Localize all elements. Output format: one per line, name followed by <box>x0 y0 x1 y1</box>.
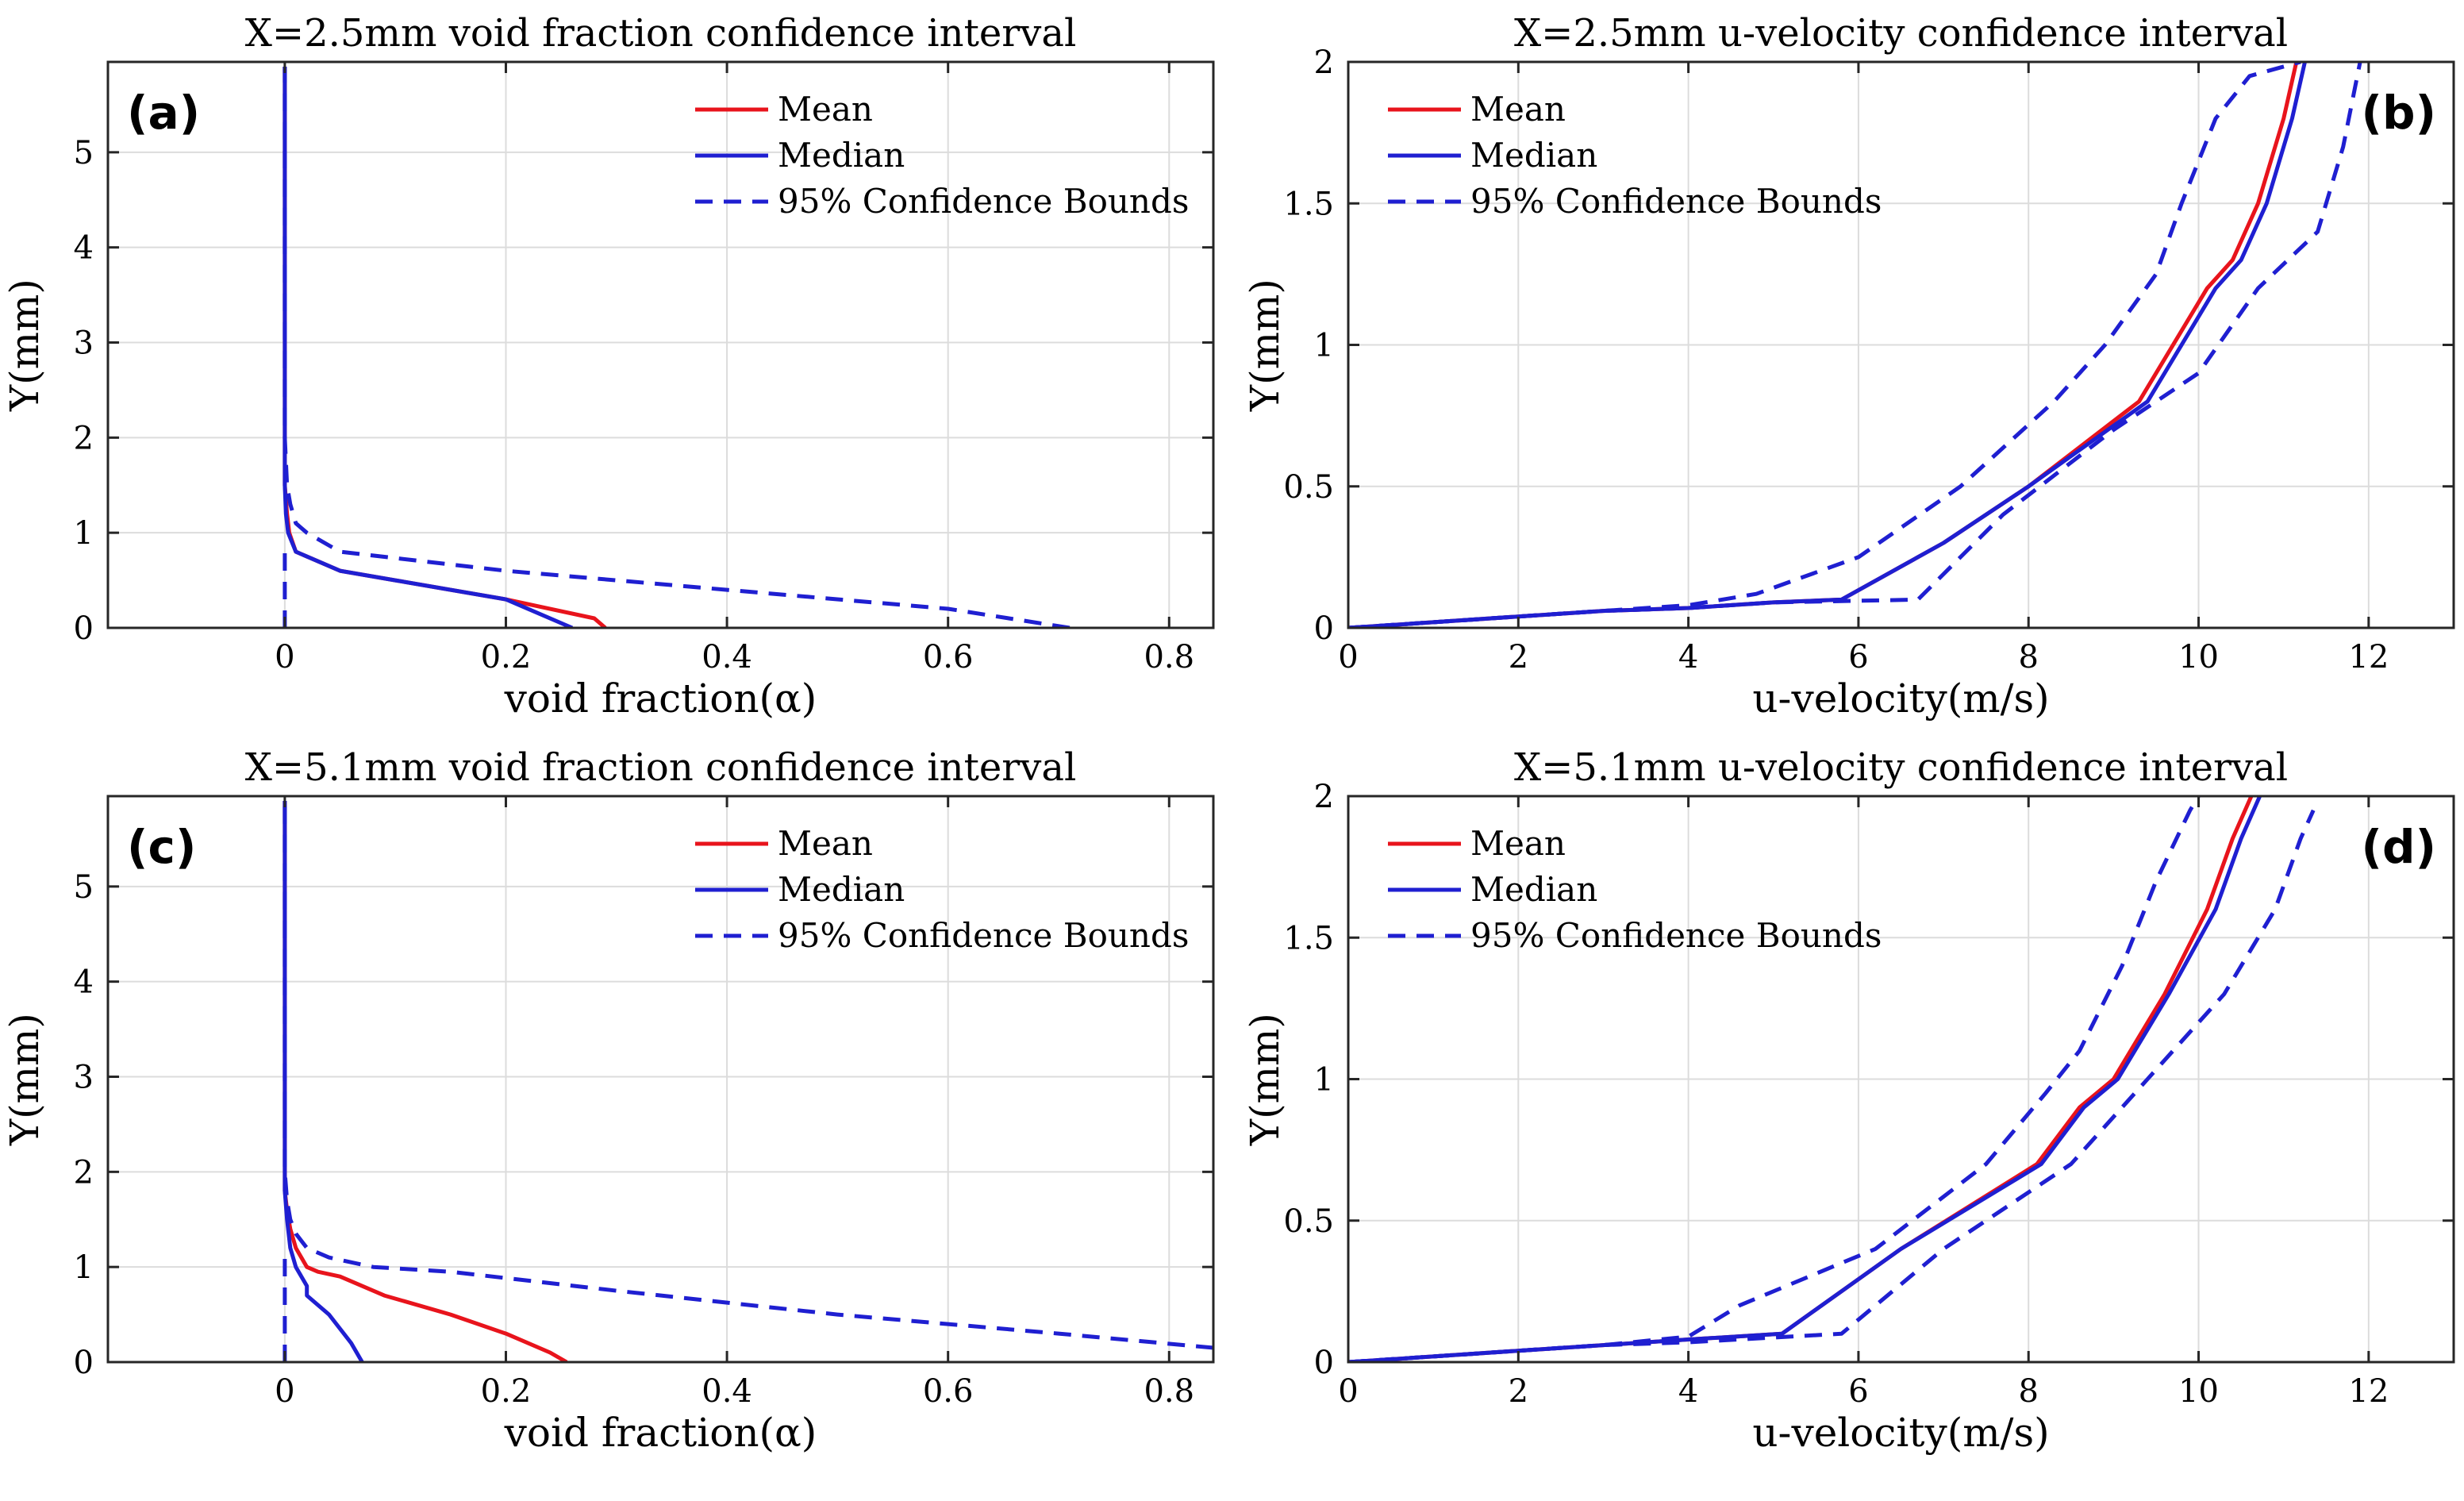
y-axis-label: Y(mm) <box>2 279 48 412</box>
legend-label: Mean <box>778 90 873 129</box>
series-line-median <box>283 67 574 628</box>
x-tick-label: 0.2 <box>481 1373 532 1410</box>
x-tick-label: 0.6 <box>923 639 974 675</box>
y-tick-label: 1.5 <box>1283 186 1334 222</box>
y-axis-label: Y(mm) <box>1242 279 1288 412</box>
legend: Mean Median 95% Confidence Bounds <box>1388 90 1882 221</box>
legend-label: 95% Confidence Bounds <box>778 916 1189 955</box>
panel-label: (a) <box>127 86 200 140</box>
x-tick-label: 0 <box>1338 639 1358 675</box>
y-tick-label: 1 <box>1314 1062 1334 1099</box>
y-tick-label: 2 <box>1314 779 1334 815</box>
y-tick-label: 3 <box>74 1060 94 1096</box>
x-tick-label: 0 <box>1338 1373 1358 1410</box>
series-group <box>283 67 1071 628</box>
y-tick-label: 0 <box>74 1345 94 1381</box>
series-group <box>283 801 1213 1362</box>
x-tick-label: 0 <box>275 639 294 675</box>
axes-box <box>106 60 1215 629</box>
axes-box <box>106 795 1215 1364</box>
panel-label: (b) <box>2361 86 2436 140</box>
x-axis-label: u-velocity(m/s) <box>1752 1410 2049 1456</box>
x-tick-label: 6 <box>1848 639 1868 675</box>
legend: Mean Median 95% Confidence Bounds <box>695 824 1189 955</box>
series-line-95-confidence-bounds <box>283 67 1071 628</box>
legend-label: Median <box>1470 870 1597 909</box>
legend-label: Median <box>778 870 905 909</box>
x-tick-label: 2 <box>1509 1373 1528 1410</box>
x-tick-label: 10 <box>2178 1373 2219 1410</box>
legend: Mean Median 95% Confidence Bounds <box>695 90 1189 221</box>
x-axis-label: u-velocity(m/s) <box>1752 675 2049 722</box>
y-tick-label: 0.5 <box>1283 1203 1334 1240</box>
series-group <box>1348 62 2362 628</box>
y-tick-label: 0 <box>1314 610 1334 647</box>
x-tick-label: 6 <box>1848 1373 1868 1410</box>
x-tick-label: 4 <box>1678 1373 1698 1410</box>
x-tick-label: 0.4 <box>702 1373 752 1410</box>
chart-title: X=5.1mm void fraction confidence interva… <box>245 745 1077 790</box>
x-tick-label: 0 <box>275 1373 294 1410</box>
x-axis-label: void fraction(α) <box>504 1410 817 1456</box>
y-tick-label: 3 <box>74 325 94 362</box>
chart-panel-3: 0 0.2 0.4 0.6 0.8 0 1 2 3 4 5 X=5.1mm void fraction… <box>2 745 1215 1456</box>
x-tick-label: 4 <box>1678 639 1698 675</box>
x-tick-label: 0.8 <box>1144 639 1194 675</box>
x-tick-label: 0.6 <box>923 1373 974 1410</box>
y-tick-label: 2 <box>74 1154 94 1191</box>
y-tick-label: 1 <box>74 515 94 552</box>
y-tick-label: 1.5 <box>1283 920 1334 956</box>
chart-title: X=2.5mm void fraction confidence interva… <box>245 11 1077 56</box>
series-line-95-confidence-bounds-lower <box>1348 62 2362 628</box>
y-tick-label: 1 <box>74 1249 94 1286</box>
series-group <box>1348 796 2316 1362</box>
x-tick-label: 2 <box>1509 639 1528 675</box>
series-line-median <box>1348 62 2307 628</box>
legend-label: Mean <box>778 824 873 863</box>
legend-label: 95% Confidence Bounds <box>1470 182 1882 221</box>
y-tick-label: 1 <box>1314 328 1334 364</box>
x-tick-label: 0.2 <box>481 639 532 675</box>
x-tick-label: 8 <box>2019 639 2039 675</box>
x-tick-label: 10 <box>2178 639 2219 675</box>
chart-panel-4: 0 2 4 6 8 10 12 0 0.5 1 1.5 2 X=5.1mm u-velocity con… <box>1242 745 2455 1456</box>
legend-label: 95% Confidence Bounds <box>1470 916 1882 955</box>
legend: Mean Median 95% Confidence Bounds <box>1388 824 1882 955</box>
legend-label: Mean <box>1470 90 1566 129</box>
series-line-mean <box>283 801 568 1362</box>
y-tick-label: 0 <box>74 610 94 647</box>
x-tick-label: 0.8 <box>1144 1373 1194 1410</box>
chart-panel-2: 0 2 4 6 8 10 12 0 0.5 1 1.5 2 X=2.5mm u-velocity con… <box>1242 11 2455 722</box>
series-line-95-confidence-bounds <box>283 801 1213 1350</box>
y-tick-label: 0.5 <box>1283 469 1334 506</box>
y-tick-label: 5 <box>74 135 94 171</box>
y-tick-label: 2 <box>74 420 94 456</box>
legend-label: 95% Confidence Bounds <box>778 182 1189 221</box>
series-line-median <box>283 801 364 1362</box>
y-axis-label: Y(mm) <box>1242 1013 1288 1146</box>
y-axis-label: Y(mm) <box>2 1013 48 1146</box>
y-tick-label: 0 <box>1314 1345 1334 1381</box>
legend-label: Median <box>778 136 905 175</box>
legend-label: Median <box>1470 136 1597 175</box>
y-tick-label: 4 <box>74 230 94 267</box>
chart-title: X=2.5mm u-velocity confidence interval <box>1514 11 2288 56</box>
chart-panel-1: 0 0.2 0.4 0.6 0.8 0 1 2 3 4 5 X=2.5mm void fraction… <box>2 11 1215 722</box>
chart-title: X=5.1mm u-velocity confidence interval <box>1514 745 2288 790</box>
series-line-mean <box>283 67 607 628</box>
x-tick-label: 12 <box>2348 639 2389 675</box>
legend-label: Mean <box>1470 824 1566 863</box>
y-tick-label: 2 <box>1314 44 1334 81</box>
panel-label: (d) <box>2361 820 2436 874</box>
series-line-95-confidence-bounds <box>1348 62 2301 628</box>
x-tick-label: 8 <box>2019 1373 2039 1410</box>
y-tick-label: 4 <box>74 964 94 1001</box>
x-axis-label: void fraction(α) <box>504 675 817 722</box>
x-tick-label: 0.4 <box>702 639 752 675</box>
y-tick-label: 5 <box>74 869 94 906</box>
x-tick-label: 12 <box>2348 1373 2389 1410</box>
panel-label: (c) <box>127 820 196 874</box>
